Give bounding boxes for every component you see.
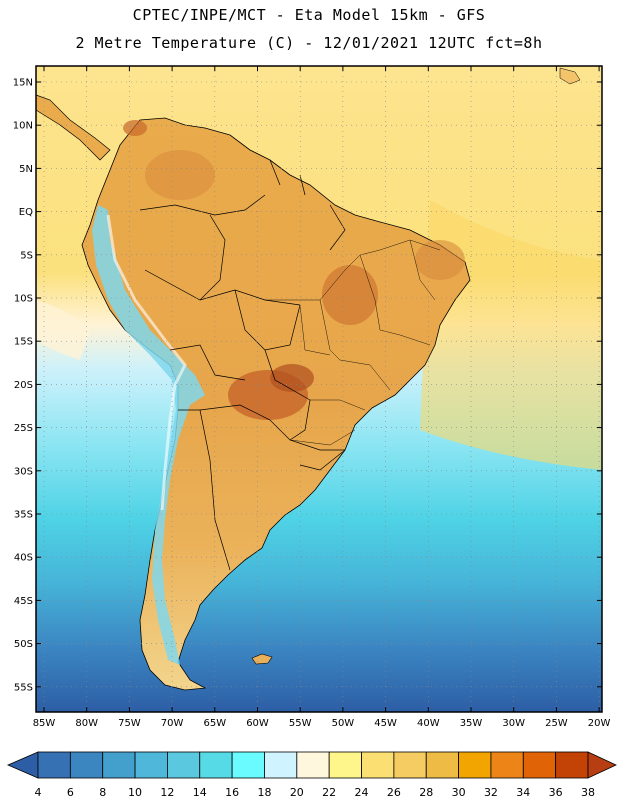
colorbar-swatch: [393, 751, 427, 779]
chart-title-line-1: CPTEC/INPE/MCT - Eta Model 15km - GFS: [132, 6, 486, 24]
colorbar-swatch: [167, 751, 201, 779]
lon-label: 85W: [33, 718, 56, 729]
colorbar-swatch: [264, 751, 298, 779]
caribbean-island: [559, 67, 581, 85]
colorbar-swatch: [425, 751, 459, 779]
colorbar-label: 26: [387, 786, 401, 799]
map-frame: [35, 65, 603, 713]
pacific-pale-strip: [36, 300, 90, 360]
lon-label: 25W: [545, 718, 568, 729]
colorbar-swatch: [296, 751, 330, 779]
hot-core-mato-grosso: [270, 364, 314, 392]
andes-snow-line: [106, 214, 187, 511]
colorbar-label: 12: [160, 786, 174, 799]
colorbar-label: 10: [128, 786, 142, 799]
lat-label: 35S: [14, 510, 33, 521]
lat-label: 5S: [20, 250, 33, 261]
colorbar-label: 38: [581, 786, 595, 799]
lon-label: 45W: [374, 718, 397, 729]
colorbar-label: 24: [355, 786, 369, 799]
lon-label: 20W: [588, 718, 611, 729]
colorbar-swatch: [231, 751, 265, 779]
colorbar-label: 14: [193, 786, 207, 799]
lat-label: 50S: [14, 639, 33, 650]
hot-core-colombia: [145, 150, 215, 200]
colorbar-label: 30: [452, 786, 466, 799]
colorbar: [6, 751, 617, 779]
colorbar-swatch: [134, 751, 168, 779]
lat-label: 55S: [14, 682, 33, 693]
state-borders: [265, 239, 441, 446]
colorbar-swatch: [490, 751, 524, 779]
colorbar-label: 20: [290, 786, 304, 799]
lon-label: 75W: [118, 718, 141, 729]
colorbar-label: 32: [484, 786, 498, 799]
colorbar-label: 22: [322, 786, 336, 799]
colorbar-swatch: [361, 751, 395, 779]
colorbar-swatch: [328, 751, 362, 779]
andes-cool-strip: [92, 205, 205, 665]
lat-label: 20S: [14, 380, 33, 391]
lat-label: 40S: [14, 553, 33, 564]
lon-label: 50W: [332, 718, 355, 729]
lon-label: 40W: [417, 718, 440, 729]
colorbar-label: 18: [257, 786, 271, 799]
lon-label: 35W: [460, 718, 483, 729]
lat-label: 45S: [14, 596, 33, 607]
chart-title-line-2: 2 Metre Temperature (C) - 12/01/2021 12U…: [75, 34, 543, 52]
hot-core-venezuela: [123, 120, 147, 136]
lat-label: 5N: [19, 164, 33, 175]
lon-label: 80W: [75, 718, 98, 729]
lon-label: 60W: [246, 718, 269, 729]
lon-label: 55W: [289, 718, 312, 729]
lon-label: 30W: [502, 718, 525, 729]
colorbar-swatch: [37, 751, 71, 779]
colorbar-label: 36: [549, 786, 563, 799]
lat-label: 30S: [14, 466, 33, 477]
colorbar-label: 28: [419, 786, 433, 799]
colorbar-swatch: [522, 751, 557, 779]
colorbar-over-arrow: [587, 751, 617, 779]
colorbar-label: 4: [35, 786, 42, 799]
colorbar-label: 8: [99, 786, 106, 799]
falkland-islands: [251, 653, 273, 665]
lat-label: EQ: [19, 207, 33, 218]
colorbar-label: 34: [516, 786, 530, 799]
hot-core-northeast: [415, 240, 465, 280]
hot-core-tocantins: [322, 265, 378, 325]
colorbar-label: 6: [67, 786, 74, 799]
colorbar-swatch: [69, 751, 104, 779]
colorbar-swatch: [555, 751, 589, 779]
colorbar-swatch: [102, 751, 136, 779]
colorbar-swatch: [199, 751, 233, 779]
lat-label: 25S: [14, 423, 33, 434]
colorbar-swatch: [458, 751, 492, 779]
lat-label: 10N: [13, 121, 33, 132]
lon-label: 70W: [161, 718, 184, 729]
lat-label: 15N: [13, 78, 33, 89]
central-america-land: [36, 94, 111, 161]
lat-label: 15S: [14, 337, 33, 348]
lat-label: 10S: [14, 294, 33, 305]
country-borders: [139, 159, 346, 571]
colorbar-label: 16: [225, 786, 239, 799]
lon-label: 65W: [203, 718, 226, 729]
colorbar-under-arrow: [6, 751, 39, 779]
